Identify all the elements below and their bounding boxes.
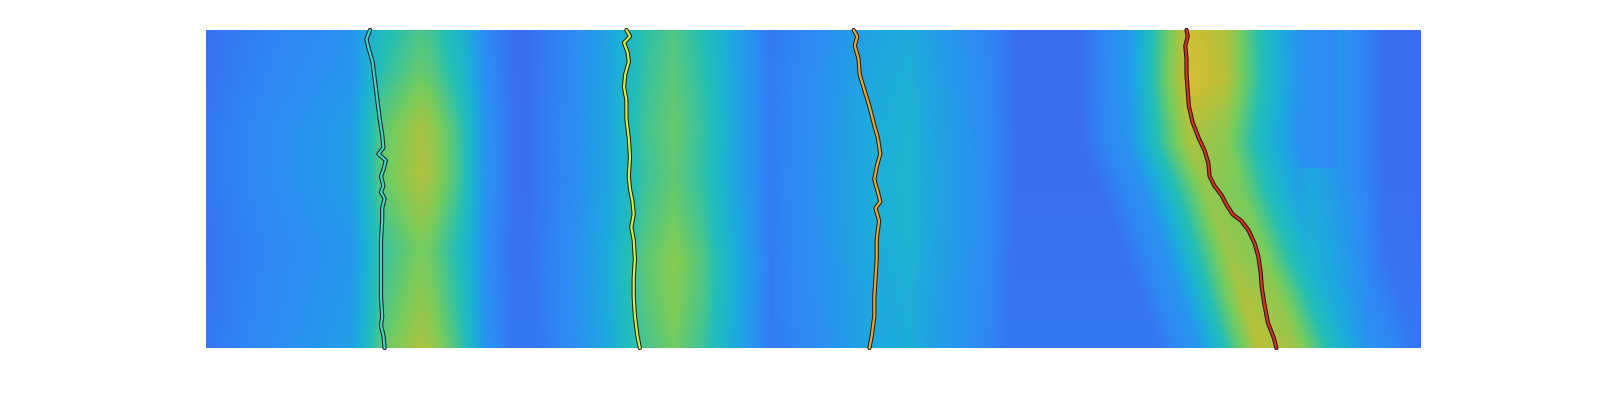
track-line-1	[365, 28, 387, 350]
track-line-2	[622, 28, 641, 350]
track-line-4	[1184, 28, 1278, 350]
heatmap-image	[206, 30, 1421, 348]
tracks-layer	[364, 27, 1279, 351]
track-line-3	[852, 28, 882, 350]
